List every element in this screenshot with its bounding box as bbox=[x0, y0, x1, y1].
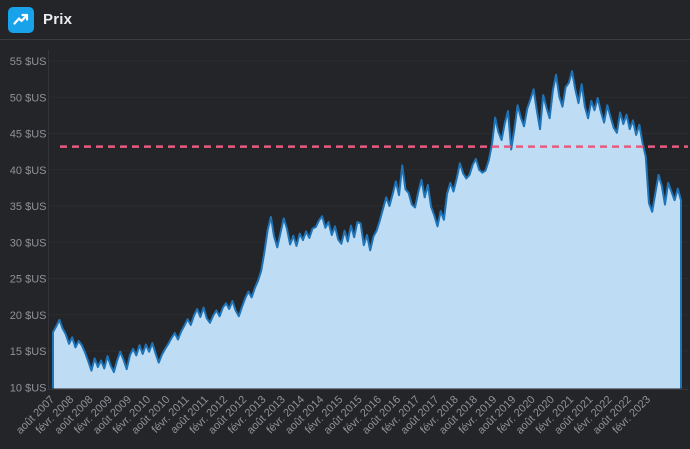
panel-header: Prix bbox=[0, 0, 690, 40]
y-tick-label: 20 $US bbox=[10, 310, 47, 322]
panel-title: Prix bbox=[43, 11, 73, 28]
price-line bbox=[52, 70, 682, 389]
y-tick-label: 25 $US bbox=[10, 274, 47, 286]
y-tick-label: 40 $US bbox=[10, 165, 47, 177]
y-tick-label: 50 $US bbox=[10, 92, 47, 104]
trending-up-icon bbox=[8, 6, 34, 33]
y-tick-label: 55 $US bbox=[10, 56, 47, 68]
y-tick-label: 35 $US bbox=[10, 201, 47, 213]
y-tick-label: 45 $US bbox=[10, 129, 47, 141]
y-tick-label: 15 $US bbox=[10, 346, 47, 358]
y-tick-label: 30 $US bbox=[10, 237, 47, 249]
y-tick-label: 10 $US bbox=[10, 382, 47, 394]
area-fill bbox=[53, 71, 681, 389]
